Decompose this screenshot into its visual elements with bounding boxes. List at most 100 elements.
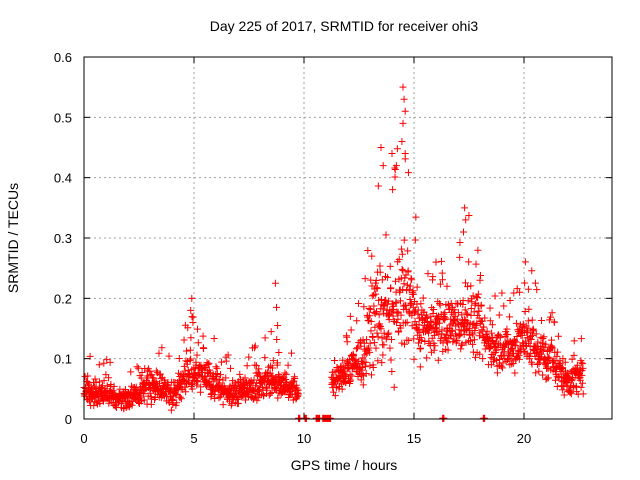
- data-point: [250, 386, 258, 394]
- data-point: [378, 276, 386, 284]
- data-point: [568, 377, 576, 385]
- data-point: [140, 396, 148, 404]
- y-tick-label: 0.1: [54, 352, 72, 367]
- grid: [84, 57, 612, 419]
- data-point: [133, 363, 141, 371]
- data-point: [496, 334, 504, 342]
- data-point: [173, 399, 181, 407]
- data-point: [402, 319, 410, 327]
- data-point: [432, 324, 440, 332]
- data-point: [275, 348, 283, 356]
- data-point: [499, 359, 507, 367]
- data-point: [416, 363, 424, 371]
- data-point: [462, 216, 470, 224]
- data-point: [152, 367, 160, 375]
- data-point: [275, 371, 283, 379]
- data-point: [393, 319, 401, 327]
- ticks: [83, 56, 612, 420]
- data-point: [398, 245, 406, 253]
- data-point: [431, 342, 439, 350]
- data-point: [374, 357, 382, 365]
- data-point: [512, 338, 520, 346]
- x-axis-title: GPS time / hours: [291, 457, 398, 473]
- data-point: [444, 339, 452, 347]
- data-point: [531, 279, 539, 287]
- data-point: [560, 391, 568, 399]
- x-tick-label: 10: [297, 431, 311, 446]
- data-point: [513, 333, 521, 341]
- data-point: [128, 382, 136, 390]
- data-point: [466, 336, 474, 344]
- data-point: [261, 334, 269, 342]
- data-point: [558, 365, 566, 373]
- data-point: [186, 372, 194, 380]
- data-point: [379, 162, 387, 170]
- data-point: [369, 333, 377, 341]
- data-point: [554, 332, 562, 340]
- data-point: [146, 367, 154, 375]
- data-point: [187, 334, 195, 342]
- data-point: [479, 355, 487, 363]
- data-point: [500, 302, 508, 310]
- x-tick-label: 20: [517, 431, 531, 446]
- data-point: [579, 364, 587, 372]
- data-point: [377, 144, 385, 151]
- data-point: [282, 370, 290, 378]
- data-point: [476, 350, 484, 358]
- data-point: [481, 314, 489, 322]
- data-point: [446, 331, 454, 339]
- data-point: [435, 319, 443, 327]
- data-point: [488, 321, 496, 329]
- data-point: [474, 246, 482, 254]
- data-point: [527, 335, 535, 343]
- data-point: [90, 402, 98, 410]
- data-point: [577, 383, 585, 391]
- data-point: [180, 336, 188, 344]
- data-point: [472, 353, 480, 361]
- data-point: [461, 279, 469, 287]
- data-point: [388, 150, 396, 158]
- data-point: [579, 390, 587, 398]
- data-point: [543, 363, 551, 371]
- data-point: [389, 186, 397, 194]
- data-point: [360, 303, 368, 311]
- data-point: [281, 369, 289, 377]
- data-point: [182, 388, 190, 396]
- data-point: [138, 369, 146, 377]
- x-tick-labels: 0 5 10 15 20: [80, 431, 531, 446]
- data-point: [399, 119, 407, 127]
- data-point: [524, 317, 532, 325]
- data-point: [497, 362, 505, 370]
- data-point: [187, 381, 195, 389]
- data-point: [561, 358, 569, 366]
- data-point: [366, 348, 374, 356]
- data-point: [375, 321, 383, 329]
- data-point: [365, 304, 373, 312]
- data-point: [421, 319, 429, 327]
- data-point: [392, 299, 400, 307]
- data-point: [578, 359, 586, 367]
- data-point: [493, 369, 501, 377]
- data-point: [419, 294, 427, 302]
- data-point: [188, 294, 196, 302]
- data-point: [370, 302, 378, 310]
- data-point: [486, 304, 494, 312]
- data-point: [458, 340, 466, 348]
- data-point: [291, 375, 299, 383]
- data-point: [544, 374, 552, 382]
- data-point: [140, 390, 148, 398]
- data-point: [506, 313, 514, 321]
- data-point: [533, 286, 541, 294]
- data-point: [361, 363, 369, 371]
- data-point: [404, 169, 412, 177]
- data-point: [401, 107, 409, 115]
- data-point: [331, 356, 339, 364]
- data-point: [341, 372, 349, 380]
- data-point: [193, 351, 201, 359]
- data-point: [554, 348, 562, 356]
- data-point: [400, 340, 408, 348]
- data-point: [219, 401, 227, 409]
- data-point: [400, 95, 408, 103]
- data-point: [453, 336, 461, 344]
